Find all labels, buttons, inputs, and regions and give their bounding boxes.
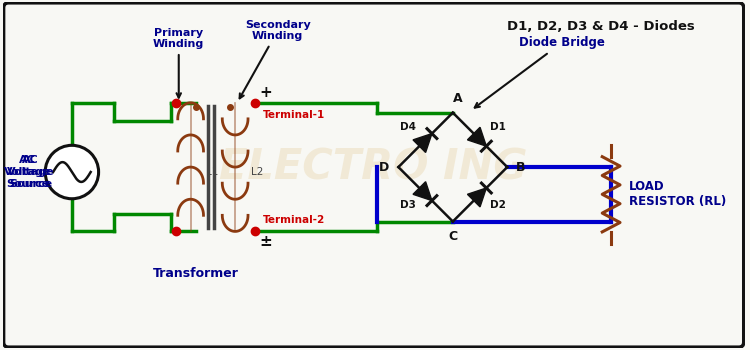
Polygon shape <box>467 127 486 146</box>
Text: LOAD
RESISTOR (RL): LOAD RESISTOR (RL) <box>629 180 726 208</box>
Text: C: C <box>448 230 458 243</box>
Text: D1, D2, D3 & D4 - Diodes: D1, D2, D3 & D4 - Diodes <box>508 20 695 33</box>
Text: Terminal-2: Terminal-2 <box>262 215 325 225</box>
Text: L1: L1 <box>206 167 219 177</box>
Text: AC
Voltage
Source: AC Voltage Source <box>7 155 54 189</box>
Text: L2: L2 <box>251 167 263 177</box>
Text: +: + <box>260 85 272 100</box>
Text: B: B <box>516 161 526 174</box>
Text: Secondary
Winding: Secondary Winding <box>240 20 310 98</box>
Text: D4: D4 <box>400 122 416 132</box>
Text: D: D <box>380 161 389 174</box>
Text: Primary
Winding: Primary Winding <box>153 28 204 98</box>
Circle shape <box>45 145 98 199</box>
Text: D3: D3 <box>400 200 416 210</box>
Polygon shape <box>413 182 432 201</box>
Text: AC
Voltage
Source: AC Voltage Source <box>4 155 51 189</box>
Text: A: A <box>453 92 463 105</box>
Text: Terminal-1: Terminal-1 <box>262 110 325 120</box>
Polygon shape <box>413 134 432 153</box>
Text: Diode Bridge: Diode Bridge <box>475 36 604 108</box>
Text: ±: ± <box>260 234 272 249</box>
Text: Transformer: Transformer <box>153 267 238 280</box>
Text: D1: D1 <box>490 122 506 132</box>
Text: D2: D2 <box>490 200 506 210</box>
FancyBboxPatch shape <box>4 3 744 347</box>
Polygon shape <box>467 188 486 207</box>
Text: ELECTRO ING: ELECTRO ING <box>220 146 528 188</box>
